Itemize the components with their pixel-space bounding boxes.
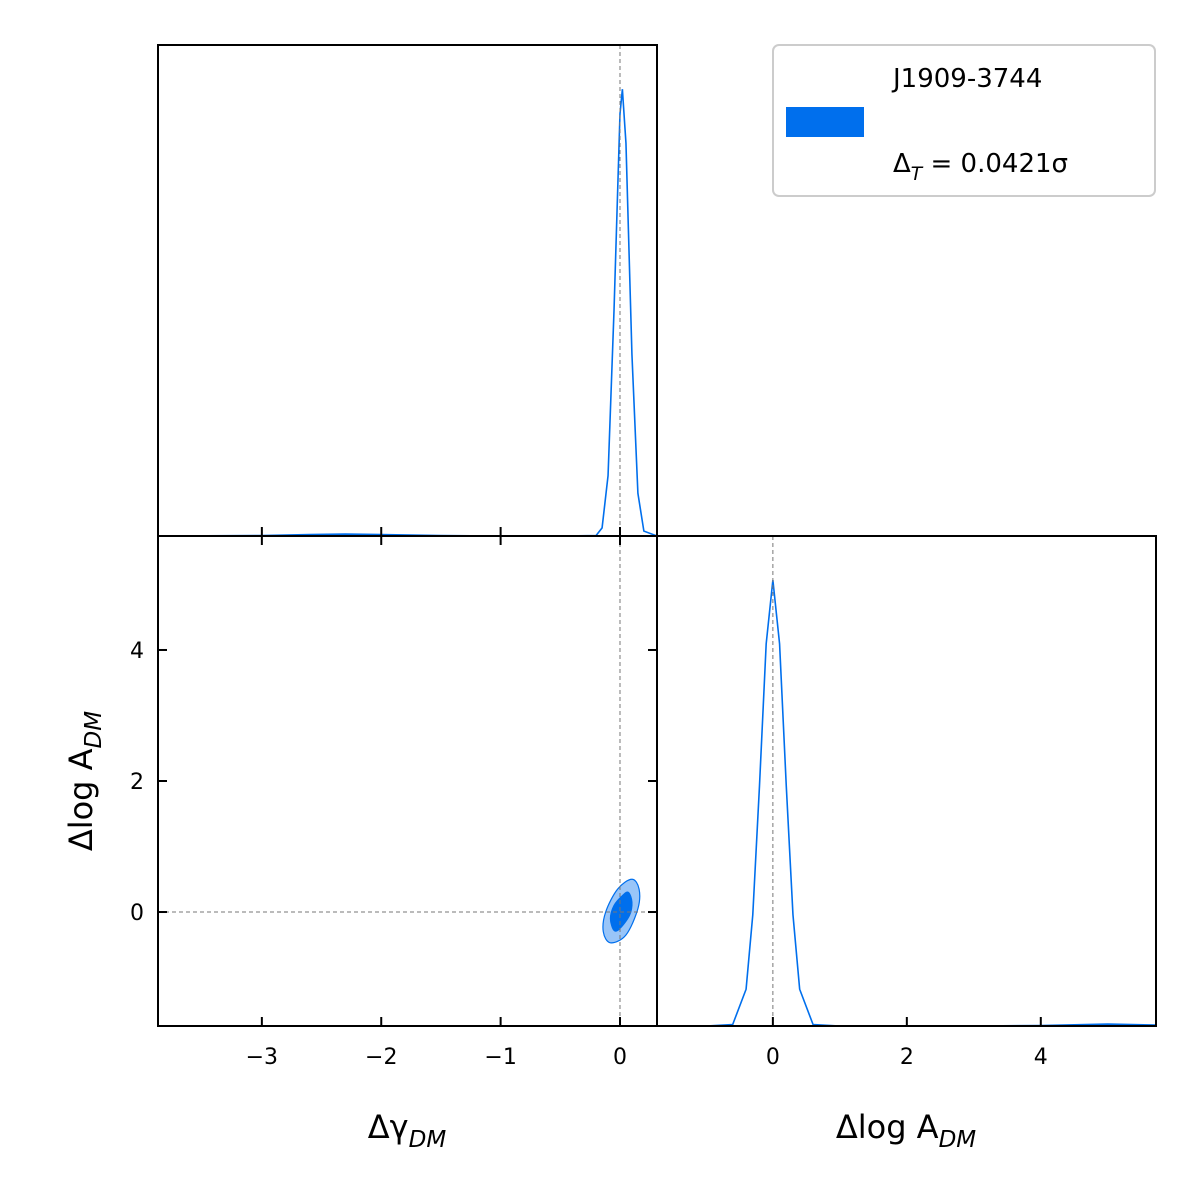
x-tick-label: 0 bbox=[613, 1045, 627, 1070]
panel-frame bbox=[157, 535, 658, 1027]
legend-box bbox=[772, 44, 1156, 197]
x-tick-label: 0 bbox=[766, 1045, 780, 1070]
x-tick-label: 4 bbox=[1034, 1045, 1048, 1070]
y-tick-label: 0 bbox=[130, 901, 144, 926]
legend-label: J1909-3744 bbox=[891, 64, 1042, 94]
density-line bbox=[157, 89, 658, 537]
panel-frame bbox=[157, 44, 658, 537]
x-axis-label: Δlog ADM bbox=[836, 1108, 976, 1153]
y-tick-label: 2 bbox=[130, 770, 144, 795]
note-rest: = 0.0421σ bbox=[922, 149, 1068, 179]
label-main: Δlog A bbox=[836, 1108, 939, 1146]
density-line bbox=[657, 580, 1157, 1027]
panel-frame bbox=[656, 535, 1157, 1027]
label-main: Δγ bbox=[368, 1108, 409, 1146]
legend-patch bbox=[786, 107, 864, 137]
label-main: Δlog A bbox=[62, 748, 100, 851]
x-tick-label: −3 bbox=[246, 1045, 278, 1070]
x-axis-label: ΔγDM bbox=[368, 1108, 447, 1153]
note-sub: T bbox=[911, 164, 924, 185]
x-tick-label: 2 bbox=[900, 1045, 914, 1070]
label-sub: DM bbox=[409, 1127, 447, 1153]
x-tick-label: −1 bbox=[484, 1045, 516, 1070]
note-main: Δ bbox=[893, 149, 911, 179]
y-axis-label: Δlog ADM bbox=[62, 711, 107, 851]
label-sub: DM bbox=[81, 711, 107, 749]
label-sub: DM bbox=[939, 1127, 977, 1153]
legend-note: ΔT = 0.0421σ bbox=[893, 149, 1068, 185]
x-tick-label: −2 bbox=[365, 1045, 397, 1070]
y-tick-label: 4 bbox=[130, 639, 144, 664]
